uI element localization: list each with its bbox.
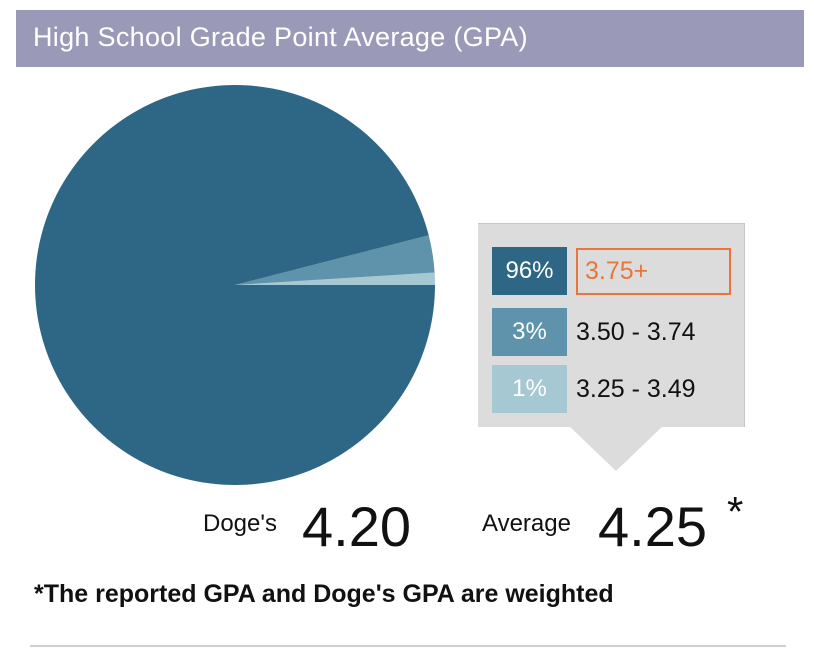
pie-slice-96-percent[interactable] bbox=[35, 84, 436, 485]
student-gpa-value: 4.20 bbox=[302, 495, 411, 558]
legend-pointer bbox=[568, 425, 664, 471]
divider bbox=[30, 645, 786, 647]
legend-swatch-3: 3% bbox=[492, 308, 567, 356]
gpa-pie-chart bbox=[35, 84, 436, 485]
average-gpa-asterisk: * bbox=[727, 488, 744, 535]
footnote: *The reported GPA and Doge's GPA are wei… bbox=[34, 580, 614, 608]
pie-slice-1-percent[interactable] bbox=[235, 272, 435, 285]
legend-row-375-plus[interactable]: 96% 3.75+ bbox=[492, 247, 731, 295]
legend-range-325-349: 3.25 - 3.49 bbox=[576, 375, 696, 403]
legend-swatch-1: 1% bbox=[492, 365, 567, 413]
legend-swatch-96: 96% bbox=[492, 247, 567, 295]
legend-range-350-374: 3.50 - 3.74 bbox=[576, 318, 696, 346]
chart-title: High School Grade Point Average (GPA) bbox=[33, 22, 528, 52]
chart-header: High School Grade Point Average (GPA) bbox=[16, 10, 804, 67]
legend-row-325-349[interactable]: 1% 3.25 - 3.49 bbox=[492, 365, 728, 413]
gpa-legend: 96% 3.75+ 3% 3.50 - 3.74 1% 3.25 - 3.49 bbox=[478, 223, 745, 427]
legend-row-350-374[interactable]: 3% 3.50 - 3.74 bbox=[492, 308, 728, 356]
pie-slice-3-percent[interactable] bbox=[235, 235, 435, 285]
legend-range-375-plus: 3.75+ bbox=[576, 248, 731, 295]
average-gpa-label: Average bbox=[482, 510, 571, 537]
student-gpa-label: Doge's bbox=[203, 510, 277, 537]
average-gpa-value: 4.25 bbox=[598, 495, 707, 558]
